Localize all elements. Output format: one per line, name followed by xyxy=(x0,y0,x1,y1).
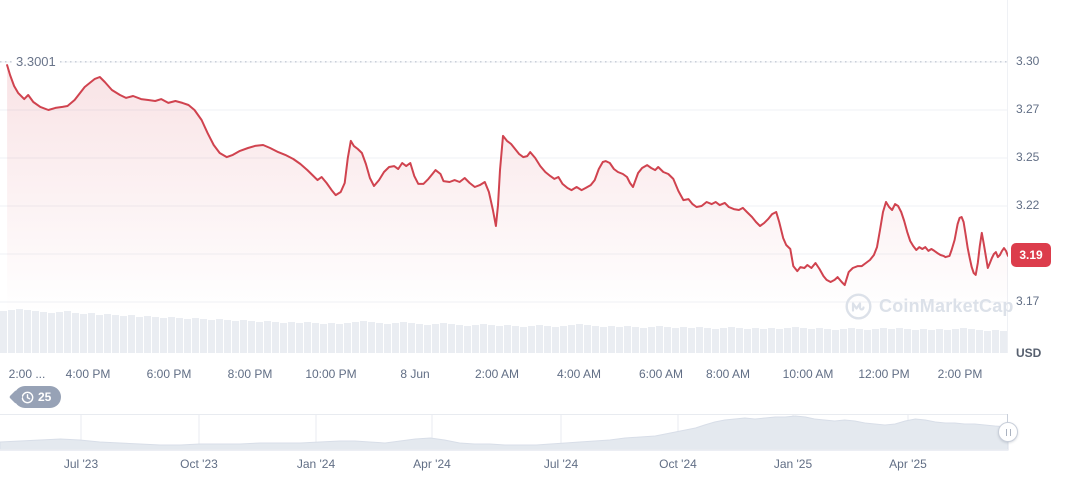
navigator-date-label: Jan '25 xyxy=(773,457,813,471)
navigator-date-label: Apr '25 xyxy=(889,457,927,471)
navigator-date-label: Jul '24 xyxy=(543,457,579,471)
y-axis-tick-label: 3.25 xyxy=(1016,150,1040,164)
y-axis-tick-label: 3.22 xyxy=(1016,198,1040,212)
current-price-badge: 3.19 xyxy=(1011,243,1051,267)
open-price-label: 3.3001 xyxy=(12,54,60,69)
y-axis-tick-label: 3.30 xyxy=(1016,54,1040,68)
navigator-right-handle[interactable] xyxy=(998,422,1018,442)
x-axis-tick-label: 10:00 AM xyxy=(782,367,834,381)
currency-label: USD xyxy=(1016,346,1042,360)
x-axis-tick-label: 6:00 PM xyxy=(146,367,192,381)
navigator-handle-stem xyxy=(1007,414,1008,423)
x-axis-tick-label: 4:00 AM xyxy=(556,367,602,381)
x-axis-tick-label: 2:00 ... xyxy=(8,367,46,381)
x-axis-tick-label: 2:00 PM xyxy=(937,367,983,381)
coinmarketcap-logo-icon xyxy=(845,293,872,320)
navigator-date-label: Oct '23 xyxy=(180,457,218,471)
history-badge-count: 25 xyxy=(38,390,52,404)
y-axis-tick-label: 3.27 xyxy=(1016,102,1040,116)
x-axis-tick-label: 8:00 AM xyxy=(705,367,751,381)
history-clock-icon xyxy=(21,391,34,403)
range-navigator[interactable] xyxy=(0,414,1016,452)
watermark: CoinMarketCap xyxy=(845,293,1014,320)
navigator-date-label: Apr '24 xyxy=(413,457,451,471)
x-axis-tick-label: 8 Jun xyxy=(400,367,430,381)
navigator-date-label: Jul '23 xyxy=(63,457,99,471)
x-axis-tick-label: 10:00 PM xyxy=(305,367,357,381)
navigator-date-label: Jan '24 xyxy=(296,457,336,471)
x-axis-tick-label: 12:00 PM xyxy=(858,367,910,381)
price-chart[interactable] xyxy=(0,0,1008,360)
x-axis-tick-label: 6:00 AM xyxy=(638,367,684,381)
y-axis-tick-label: 3.17 xyxy=(1016,294,1040,308)
x-axis-tick-label: 8:00 PM xyxy=(227,367,273,381)
x-axis-tick-label: 4:00 PM xyxy=(65,367,111,381)
navigator-date-label: Oct '24 xyxy=(659,457,697,471)
history-badge[interactable]: 25 xyxy=(14,386,62,408)
watermark-text: CoinMarketCap xyxy=(879,296,1014,316)
x-axis-tick-label: 2:00 AM xyxy=(474,367,520,381)
